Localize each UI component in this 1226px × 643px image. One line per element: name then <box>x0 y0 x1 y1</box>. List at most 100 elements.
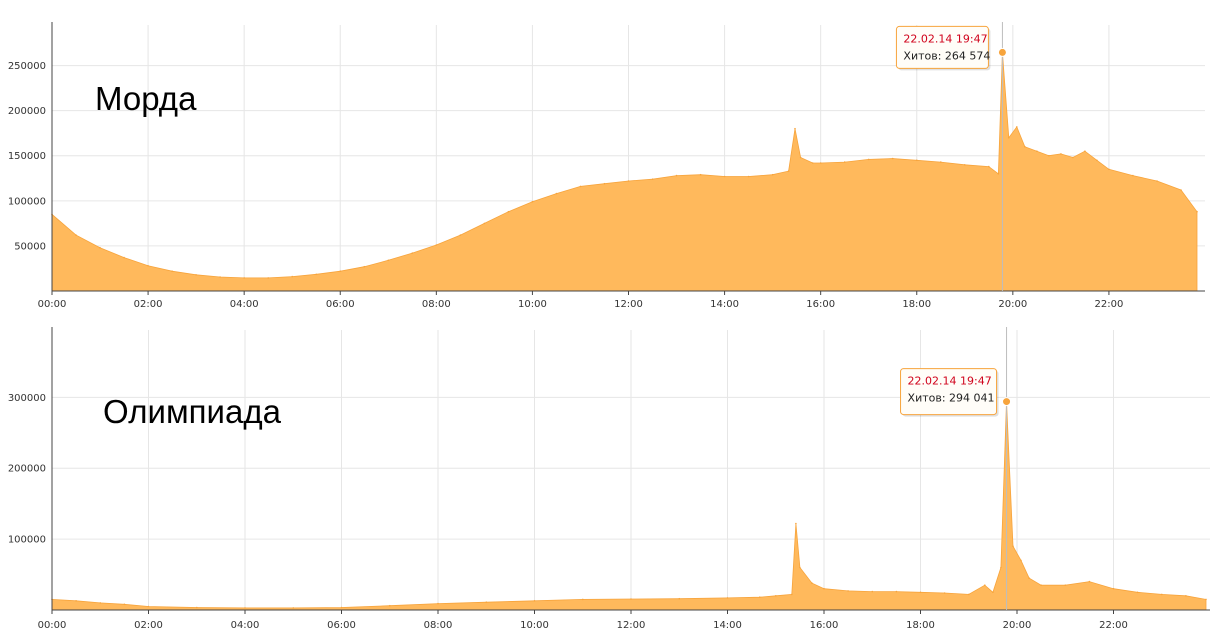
tooltip-date: 22.02.14 19:47 <box>908 375 992 388</box>
data-point-25 <box>651 178 654 180</box>
data-point-48 <box>1036 150 1038 152</box>
data-point-21 <box>555 192 558 195</box>
data-point-22 <box>579 185 582 188</box>
data-point-46 <box>1016 126 1018 128</box>
y-tick-label-0: 50000 <box>14 241 46 252</box>
x-tick-label-1: 02:00 <box>134 620 163 631</box>
data-point-32 <box>1000 566 1002 569</box>
data-point-22 <box>811 582 813 584</box>
data-point-26 <box>675 174 678 177</box>
chart-morda: 50000 100000 150000 200000 250000 00:00 02:00 0… <box>0 0 1226 318</box>
data-point-2 <box>99 602 102 604</box>
data-point-28 <box>943 592 946 594</box>
data-point-6 <box>244 607 246 609</box>
data-point-36 <box>1028 577 1030 579</box>
data-point-17 <box>459 234 462 236</box>
data-point-10 <box>437 602 439 605</box>
data-point-2 <box>99 246 101 249</box>
data-point-3 <box>123 256 125 259</box>
gridlines <box>51 330 1210 610</box>
data-point-14 <box>630 598 632 600</box>
x-tick-label-2: 04:00 <box>231 620 260 631</box>
x-tick-label-8: 16:00 <box>806 299 835 310</box>
data-point-5 <box>196 606 198 609</box>
x-tick-label-3: 06:00 <box>326 299 355 310</box>
data-point-36 <box>843 161 846 163</box>
data-point-30 <box>771 173 774 176</box>
tooltip: 22.02.14 19:47 Хитов: 294 041 <box>900 368 999 417</box>
data-point-38 <box>891 157 894 160</box>
data-point-3 <box>123 603 126 606</box>
data-point-29 <box>747 175 750 178</box>
data-point-47 <box>1024 145 1026 148</box>
data-point-20 <box>531 200 534 203</box>
data-point-23 <box>603 182 606 185</box>
data-point-51 <box>1072 156 1074 159</box>
y-tick-label-0: 100000 <box>8 535 46 546</box>
data-point-43 <box>1185 595 1187 597</box>
series-area <box>51 52 1198 292</box>
data-point-44 <box>1205 598 1207 601</box>
data-point-23 <box>823 587 825 590</box>
chart-olympiad-svg: 100000 200000 300000 00:00 02:00 04:00 06:00 08… <box>8 327 1210 631</box>
x-tick-label-2: 04:00 <box>230 299 259 310</box>
peak-marker <box>1002 397 1012 407</box>
data-points <box>51 51 1198 279</box>
y-tick-label-2: 150000 <box>8 151 46 162</box>
data-point-7 <box>292 607 295 609</box>
data-point-24 <box>627 180 630 182</box>
data-point-35 <box>1020 559 1022 562</box>
data-point-31 <box>787 170 790 172</box>
data-point-1 <box>75 234 77 236</box>
data-point-41 <box>964 164 966 166</box>
data-point-16 <box>726 597 729 599</box>
data-point-25 <box>871 590 874 593</box>
data-point-42 <box>988 165 990 168</box>
data-point-16 <box>435 244 438 246</box>
data-point-8 <box>243 277 245 279</box>
tooltip-hits: Хитов: 294 041 <box>908 392 995 405</box>
tooltip: 22.02.14 19:47 Хитов: 264 574 <box>895 25 991 71</box>
x-tick-label-9: 18:00 <box>906 620 935 631</box>
data-point-42 <box>1161 593 1163 596</box>
x-tick-label-7: 14:00 <box>713 620 742 631</box>
data-point-12 <box>533 600 536 602</box>
data-point-34 <box>811 162 814 164</box>
data-point-49 <box>1048 154 1050 157</box>
data-point-15 <box>678 597 681 600</box>
data-point-57 <box>1180 189 1182 191</box>
tooltip-box <box>900 368 998 416</box>
data-points <box>51 400 1207 609</box>
chart-title: Олимпиада <box>103 393 282 430</box>
data-point-43 <box>997 173 1000 175</box>
data-point-39 <box>916 159 918 162</box>
data-point-31 <box>992 591 994 594</box>
data-point-41 <box>1136 591 1139 594</box>
data-point-37 <box>1040 584 1042 586</box>
peak-marker <box>997 47 1007 57</box>
tooltip-box <box>895 25 989 69</box>
data-point-4 <box>147 605 150 608</box>
data-point-34 <box>1012 545 1014 547</box>
data-point-33 <box>799 156 802 159</box>
data-point-15 <box>411 252 414 254</box>
data-point-14 <box>387 259 390 262</box>
data-point-58 <box>1196 210 1198 213</box>
x-tick-label-11: 22:00 <box>1099 620 1128 631</box>
data-point-30 <box>984 584 986 586</box>
data-point-29 <box>968 593 970 596</box>
x-tick-label-9: 18:00 <box>902 299 931 310</box>
x-tick-label-10: 20:00 <box>998 299 1027 310</box>
data-point-24 <box>847 590 849 592</box>
data-point-26 <box>895 590 898 593</box>
data-point-56 <box>1156 180 1158 182</box>
y-tick-label-1: 200000 <box>8 464 46 475</box>
x-tick-label-3: 06:00 <box>327 620 356 631</box>
data-point-10 <box>291 275 294 278</box>
data-point-9 <box>267 277 270 279</box>
x-tick-label-5: 10:00 <box>520 620 549 631</box>
data-point-13 <box>363 265 366 268</box>
data-point-39 <box>1088 580 1091 583</box>
data-point-52 <box>1084 150 1086 152</box>
x-tick-label-5: 10:00 <box>518 299 547 310</box>
